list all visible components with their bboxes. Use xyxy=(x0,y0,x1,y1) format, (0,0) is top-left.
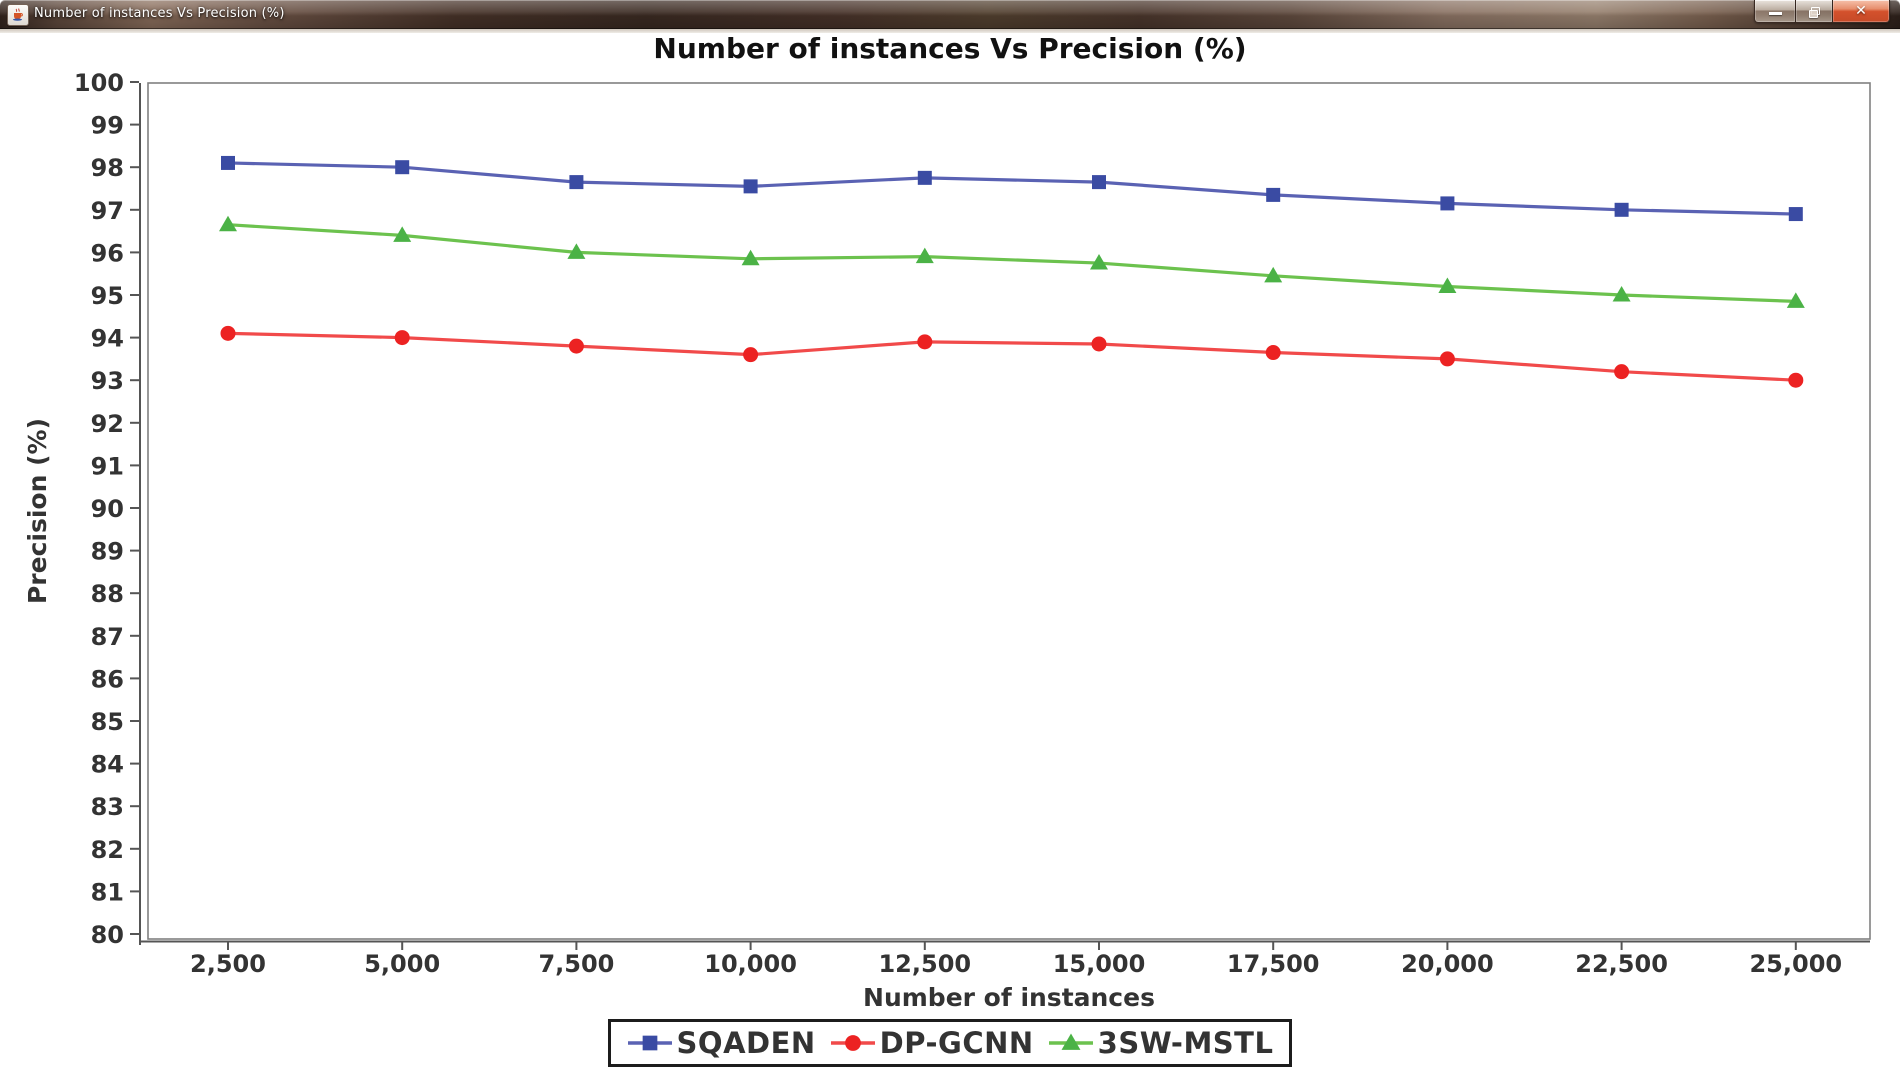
y-tick-label: 86 xyxy=(91,665,124,693)
data-point-square xyxy=(743,179,758,194)
chart-canvas[interactable]: 80 81 82 83 84 85 86 87 88 89 90 91 92 93 94 95 96 97 98 99… xyxy=(0,32,1900,1071)
data-point-triangle xyxy=(1438,277,1457,293)
legend-label: SQADEN xyxy=(676,1026,816,1060)
java-icon[interactable] xyxy=(7,4,29,26)
legend-marker-square-icon xyxy=(627,1035,672,1051)
data-point-triangle xyxy=(1612,286,1631,302)
data-point-triangle xyxy=(741,249,760,266)
y-tick-label: 90 xyxy=(91,495,124,523)
data-point-square xyxy=(1788,207,1803,222)
y-tick-label: 89 xyxy=(91,538,124,566)
data-point-square xyxy=(1440,196,1455,211)
legend-marker-triangle-icon xyxy=(1048,1033,1093,1050)
restore-icon xyxy=(1809,6,1820,18)
data-point-square xyxy=(917,170,932,185)
x-tick-label: 12,500 xyxy=(878,950,971,978)
series-line-SQADEN xyxy=(227,161,1796,216)
y-tick-label: 99 xyxy=(91,112,124,140)
java-coffee-cup-icon xyxy=(12,8,23,21)
data-point-square xyxy=(1092,175,1106,190)
plot-border xyxy=(147,82,1871,940)
legend-container: SQADEN DP-GCNN 3SW-MSTL xyxy=(0,1019,1900,1067)
window-title: Number of instances Vs Precision (%) xyxy=(34,6,285,21)
minimize-icon xyxy=(1768,11,1782,15)
window-controls: ✕ xyxy=(1754,0,1890,23)
y-tick-label: 88 xyxy=(91,580,124,608)
x-tick-label: 7,500 xyxy=(538,950,614,978)
y-tick-label: 93 xyxy=(91,367,124,395)
data-point-circle xyxy=(394,330,410,346)
legend-label: DP-GCNN xyxy=(879,1026,1034,1060)
x-tick-label: 22,500 xyxy=(1575,950,1668,978)
data-point-triangle xyxy=(1264,266,1283,283)
series-SQADEN xyxy=(221,155,1803,222)
data-point-square xyxy=(642,1035,657,1051)
legend-marker-circle-icon xyxy=(830,1035,875,1051)
data-point-circle xyxy=(220,325,236,341)
y-tick-label: 84 xyxy=(91,751,124,779)
data-point-square xyxy=(1614,202,1629,217)
title-bar[interactable]: Number of instances Vs Precision (%) ✕ xyxy=(0,0,1900,29)
y-tick-label: 96 xyxy=(91,239,124,267)
data-point-square xyxy=(569,175,584,190)
series-line-DP-GCNN xyxy=(227,331,1796,382)
y-tick-label: 95 xyxy=(91,282,124,310)
y-tick-label: 87 xyxy=(91,623,124,651)
data-point-circle xyxy=(917,334,933,350)
data-point-triangle xyxy=(1786,292,1805,308)
y-tick-label: 94 xyxy=(91,325,124,353)
window-frame-edge xyxy=(0,29,1900,33)
legend-item-SQADEN: SQADEN xyxy=(627,1026,816,1060)
y-tick-label: 92 xyxy=(91,410,124,438)
data-point-triangle xyxy=(1090,254,1108,270)
series-DP-GCNN xyxy=(220,325,1804,388)
y-tick-label: 85 xyxy=(91,708,124,736)
close-icon: ✕ xyxy=(1855,3,1867,19)
data-point-circle xyxy=(1091,336,1107,352)
y-tick-label: 81 xyxy=(91,878,124,906)
data-point-circle xyxy=(568,338,584,354)
x-tick-label: 25,000 xyxy=(1749,950,1842,978)
x-tick-label: 15,000 xyxy=(1053,950,1146,978)
x-tick-label: 17,500 xyxy=(1227,950,1320,978)
data-point-circle xyxy=(1788,372,1804,388)
series-3SW-MSTL xyxy=(219,215,1805,308)
series-line-3SW-MSTL xyxy=(227,223,1796,303)
data-point-circle xyxy=(1439,351,1455,367)
x-axis-label: Number of instances xyxy=(863,983,1155,1012)
close-button[interactable]: ✕ xyxy=(1833,0,1890,23)
data-point-square xyxy=(221,155,235,170)
y-tick-label: 83 xyxy=(91,793,124,821)
data-point-circle xyxy=(844,1035,861,1051)
restore-button[interactable] xyxy=(1796,0,1833,23)
data-point-triangle xyxy=(1061,1033,1081,1050)
data-point-square xyxy=(395,160,410,175)
x-tick-label: 20,000 xyxy=(1401,950,1494,978)
data-point-triangle xyxy=(219,215,237,232)
y-tick-label: 97 xyxy=(91,197,124,225)
legend-label: 3SW-MSTL xyxy=(1097,1026,1274,1060)
data-point-circle xyxy=(743,347,759,363)
y-tick-label: 98 xyxy=(91,154,124,182)
data-point-triangle xyxy=(915,247,934,264)
y-tick-label: 91 xyxy=(91,452,124,480)
data-point-square xyxy=(1266,187,1281,202)
chart-title: Number of instances Vs Precision (%) xyxy=(653,33,1246,65)
chart-legend: SQADEN DP-GCNN 3SW-MSTL xyxy=(607,1019,1293,1067)
data-point-circle xyxy=(1265,345,1281,361)
legend-item-DP-GCNN: DP-GCNN xyxy=(830,1026,1034,1060)
minimize-button[interactable] xyxy=(1754,0,1796,23)
chart-svg: 80 81 82 83 84 85 86 87 88 89 90 91 92 93 94 95 96 97 98 99… xyxy=(23,32,1871,1012)
y-tick-label: 100 xyxy=(74,69,124,97)
data-point-circle xyxy=(1614,364,1630,380)
data-point-triangle xyxy=(393,226,412,242)
x-tick-label: 5,000 xyxy=(364,950,440,978)
y-tick-label: 82 xyxy=(91,836,124,864)
x-tick-label: 10,000 xyxy=(704,950,797,978)
legend-item-3SW-MSTL: 3SW-MSTL xyxy=(1048,1026,1274,1060)
x-tick-label: 2,500 xyxy=(190,950,266,978)
y-axis-label: Precision (%) xyxy=(23,418,52,604)
y-tick-label: 80 xyxy=(91,921,124,949)
data-point-triangle xyxy=(567,243,586,259)
